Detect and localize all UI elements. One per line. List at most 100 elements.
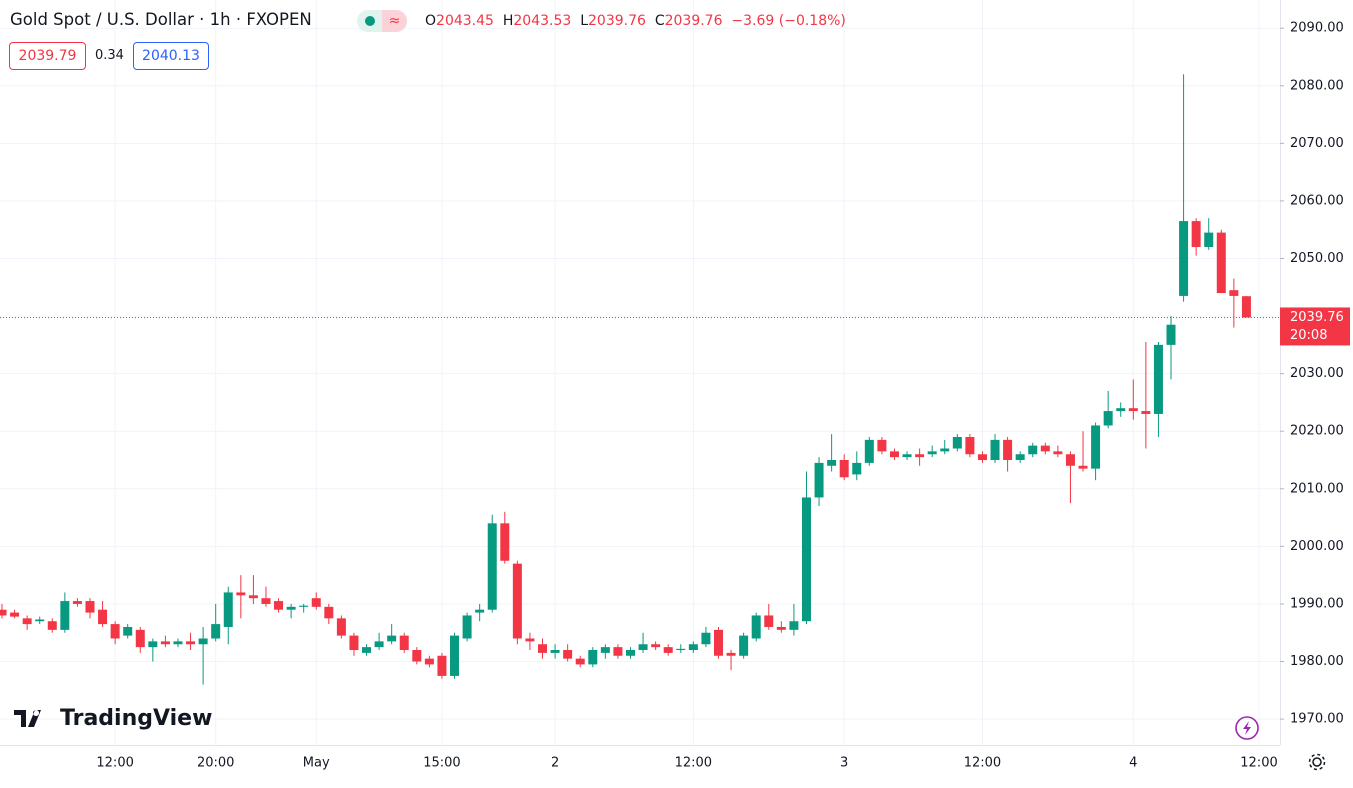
candle-body [877, 439, 887, 452]
candle-body [236, 592, 246, 596]
countdown-label: 20:08 [1290, 328, 1327, 343]
y-tick-label: 1980.00 [1290, 654, 1344, 669]
candle-body [98, 609, 108, 625]
candle-body [349, 635, 359, 651]
candle-body [1091, 425, 1101, 469]
candle-body [977, 454, 987, 461]
candle-body [60, 601, 70, 630]
value: 2043.45 [436, 13, 494, 29]
status-pill[interactable]: ≈ [357, 10, 407, 32]
candle-body [1229, 290, 1239, 296]
candle-body [299, 605, 309, 607]
key: C [654, 13, 665, 29]
candle-body [1003, 439, 1013, 461]
candle-body [35, 619, 45, 622]
candle-body [198, 638, 208, 645]
grid [0, 0, 1280, 745]
market-dot [365, 16, 375, 26]
candle-body [173, 641, 183, 645]
candle-body [311, 598, 321, 607]
candle-body [412, 650, 422, 662]
candle-body [47, 621, 57, 630]
candle-body [525, 638, 535, 642]
logo-text: TradingView [60, 706, 212, 731]
candle-body [676, 648, 686, 651]
candle-body [726, 652, 736, 656]
x-tick-label: 12:00 [96, 756, 133, 771]
key: O [425, 13, 437, 29]
candle-body [638, 644, 648, 651]
y-tick-label: 2060.00 [1290, 193, 1344, 208]
last-price-box [1280, 307, 1350, 346]
candle-body [575, 658, 585, 665]
candle-body [223, 592, 233, 627]
candle-body [22, 618, 32, 625]
candle-body [1103, 411, 1113, 426]
candle-body [663, 647, 673, 653]
candle-body [1028, 445, 1038, 455]
candle-body [261, 598, 271, 604]
candle-body [500, 523, 510, 561]
settings-icon[interactable] [1308, 753, 1326, 771]
time-axis: 12:00 20:00 May 15:00 2 12:00 3 12:00 4 12:00 [96, 756, 1277, 771]
value: 2039.76 [588, 13, 646, 29]
x-tick-label: 12:00 [1240, 756, 1277, 771]
x-tick-label: 15:00 [423, 756, 460, 771]
candle-body [651, 644, 661, 648]
candle-body [739, 635, 749, 656]
candle-body [613, 647, 623, 656]
candle-body [72, 601, 82, 604]
candle-body [399, 635, 409, 651]
candle-body [688, 644, 698, 651]
candle-body [1153, 344, 1163, 414]
logo: TradingView [14, 706, 212, 731]
candle-body [85, 601, 95, 613]
bolt-icon[interactable] [1235, 716, 1259, 740]
y-tick-label: 1970.00 [1290, 712, 1344, 727]
candle-body [600, 647, 610, 653]
delay-icon: ≈ [382, 10, 407, 32]
y-tick-label: 2050.00 [1290, 251, 1344, 266]
x-tick-label: May [303, 756, 330, 771]
candle-body [0, 609, 7, 616]
candle-body [286, 606, 296, 610]
candles [0, 74, 1280, 685]
candle-body [789, 621, 799, 630]
candle-body [450, 635, 460, 676]
candle-body [1216, 232, 1226, 294]
x-tick-label: 12:00 [675, 756, 712, 771]
y-tick-label: 2090.00 [1290, 21, 1344, 36]
candle-body [563, 650, 573, 659]
x-tick-label: 4 [1129, 756, 1137, 771]
candle-body [324, 606, 334, 619]
key: H [502, 13, 514, 29]
candle-body [336, 618, 346, 636]
candle-body [475, 609, 485, 613]
candle-body [801, 497, 811, 622]
candle-body [1128, 408, 1138, 412]
buy-button[interactable]: 2040.13 [133, 42, 209, 70]
candle-body [588, 650, 598, 665]
candle-body [487, 523, 497, 610]
candle-body [1116, 408, 1126, 412]
candle-body [713, 629, 723, 656]
y-tick-label: 2000.00 [1290, 539, 1344, 554]
symbol-title: Gold Spot / U.S. Dollar · 1h · FXOPEN [10, 10, 312, 29]
candle-body [148, 641, 158, 648]
candle-body [362, 647, 372, 653]
candle-body [1141, 411, 1151, 414]
candle-body [852, 462, 862, 475]
candle-body [211, 624, 221, 639]
candle-body [1166, 324, 1176, 345]
y-tick-label: 2080.00 [1290, 78, 1344, 93]
y-tick-label: 2010.00 [1290, 481, 1344, 496]
change: −3.69 (−0.18%) [731, 13, 846, 29]
candle-body [274, 601, 284, 610]
sell-button[interactable]: 2039.79 [9, 42, 86, 70]
x-tick-label: 12:00 [964, 756, 1001, 771]
candle-body [1191, 221, 1201, 247]
candle-body [902, 454, 912, 458]
candle-body [374, 641, 384, 648]
